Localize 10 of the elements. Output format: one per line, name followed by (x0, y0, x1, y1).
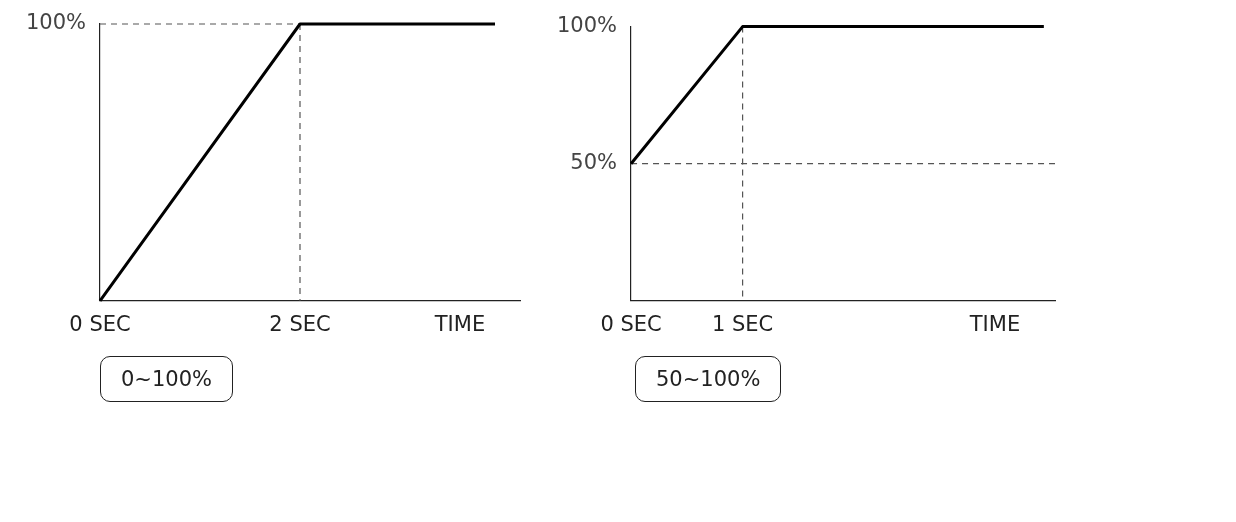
text: 100% (25, 10, 86, 35)
text: 50~100% (635, 356, 782, 402)
x-axis-title: TIME (433, 311, 486, 336)
x-tick-label: 0 SEC (600, 311, 662, 336)
x-axis-title: TIME (968, 311, 1021, 336)
x-tick-label: 1 SEC (711, 311, 774, 336)
x-tick-label: 0 SEC (69, 311, 131, 336)
x-tick-label: 2 SEC (269, 311, 331, 336)
text: 0~100% (100, 356, 233, 402)
y-tick-label: 50% (570, 150, 618, 175)
